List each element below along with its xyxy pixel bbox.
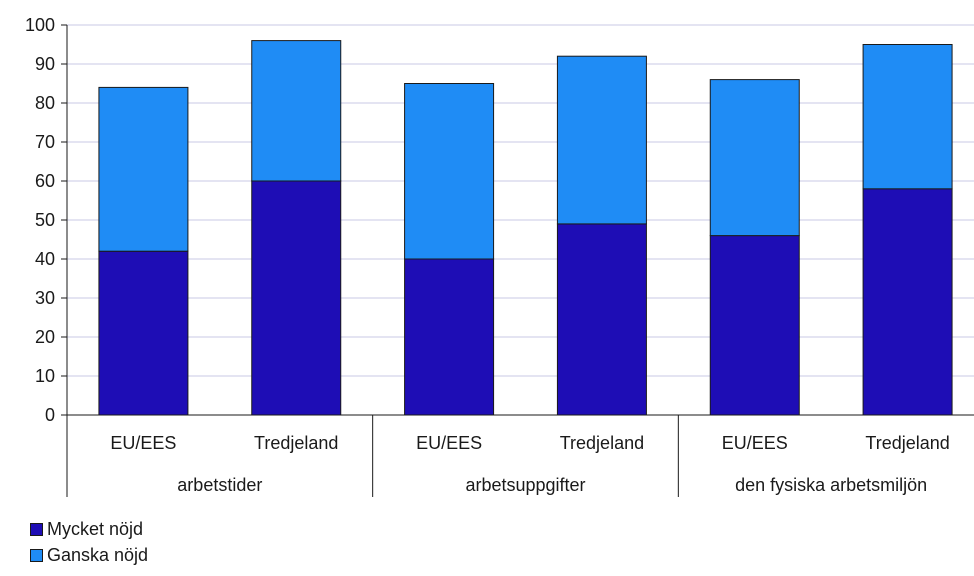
bars <box>98 40 953 416</box>
y-tick-label: 20 <box>35 327 55 347</box>
x-category-label: Tredjeland <box>560 433 644 453</box>
bar-ganska-n-jd <box>98 86 189 252</box>
legend-swatch-ganska-nojd <box>30 548 43 562</box>
y-tick-label: 60 <box>35 171 55 191</box>
bar-mycket-n-jd <box>98 250 189 416</box>
x-axis: EU/EES Tredjeland EU/EES Tredjeland EU/EES Tr… <box>67 414 974 497</box>
x-group-label-arbetsuppgifter: arbetsuppgifter <box>465 475 585 495</box>
bar-mycket-n-jd <box>556 223 647 416</box>
y-tick-label: 80 <box>35 93 55 113</box>
y-tick-label: 50 <box>35 210 55 230</box>
x-category-label: Tredjeland <box>254 433 338 453</box>
bar-ganska-n-jd <box>251 40 342 182</box>
bar-mycket-n-jd <box>404 258 495 416</box>
x-category-label: Tredjeland <box>865 433 949 453</box>
legend-label-mycket-nojd: Mycket nöjd <box>47 518 144 539</box>
y-axis-ticks: 0 10 20 30 40 50 60 70 80 90 100 <box>25 15 68 497</box>
legend-item-mycket-nojd: Mycket nöjd <box>30 516 148 542</box>
legend-item-ganska-nojd: Ganska nöjd <box>30 542 148 568</box>
x-category-label: EU/EES <box>722 433 788 453</box>
y-tick-label: 10 <box>35 366 55 386</box>
y-tick-label: 0 <box>45 405 55 425</box>
bar-ganska-n-jd <box>556 55 647 225</box>
gridlines <box>67 24 974 377</box>
x-group-label-den-fysiska-arbetsmilj-n: den fysiska arbetsmiljön <box>735 475 927 495</box>
y-tick-label: 30 <box>35 288 55 308</box>
bar-ganska-n-jd <box>709 79 800 237</box>
legend-label-ganska-nojd: Ganska nöjd <box>47 544 149 565</box>
x-category-label: EU/EES <box>416 433 482 453</box>
y-tick-label: 100 <box>25 15 55 35</box>
legend-swatch-mycket-nojd <box>30 522 43 536</box>
bar-ganska-n-jd <box>862 44 953 190</box>
x-category-label: EU/EES <box>110 433 176 453</box>
bar-mycket-n-jd <box>251 180 342 416</box>
y-tick-label: 70 <box>35 132 55 152</box>
bar-mycket-n-jd <box>709 235 800 416</box>
x-group-label-arbetstider: arbetstider <box>177 475 262 495</box>
y-tick-label: 40 <box>35 249 55 269</box>
bar-mycket-n-jd <box>862 188 953 416</box>
bar-ganska-n-jd <box>404 83 495 260</box>
legend: Mycket nöjd Ganska nöjd <box>30 516 148 568</box>
y-tick-label: 90 <box>35 54 55 74</box>
